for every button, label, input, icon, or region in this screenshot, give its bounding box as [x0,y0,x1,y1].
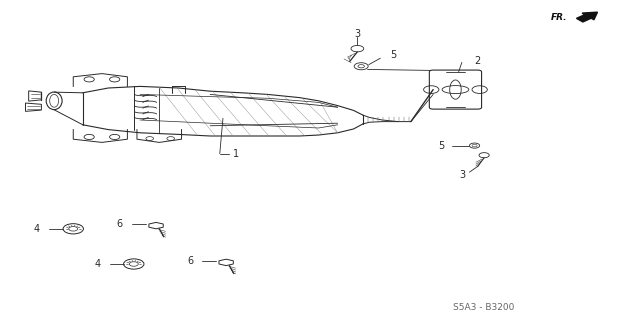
Text: 6: 6 [187,256,193,266]
Text: 5: 5 [390,50,396,60]
Text: 5: 5 [438,140,444,151]
Text: FR.: FR. [550,13,567,22]
Text: 4: 4 [94,259,101,269]
Text: 1: 1 [233,148,239,159]
Text: 3: 3 [459,170,465,180]
Text: 2: 2 [475,56,481,66]
FancyArrow shape [576,12,598,22]
Text: S5A3 - B3200: S5A3 - B3200 [454,303,515,312]
Text: 6: 6 [117,219,123,229]
Text: 3: 3 [354,28,361,39]
Text: 4: 4 [34,224,40,234]
